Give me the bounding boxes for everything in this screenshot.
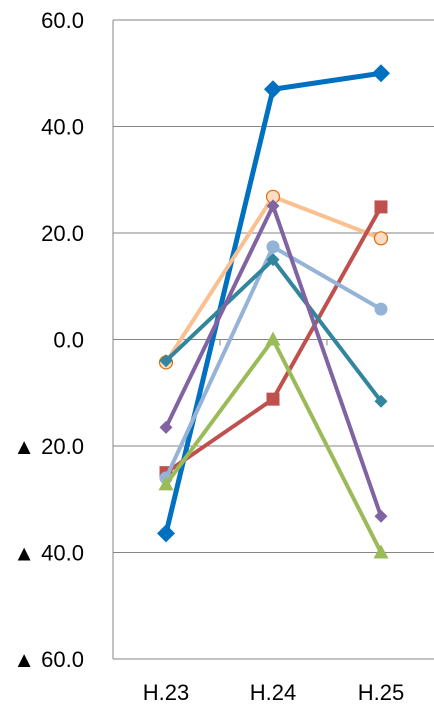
data-point: [374, 509, 388, 523]
data-point: [264, 80, 282, 99]
x-axis-tick-labels: H.23 H.24 H.25: [143, 680, 404, 705]
data-point: [374, 200, 388, 214]
grid-lines: [113, 19, 434, 660]
data-point: [159, 420, 173, 434]
data-point: [374, 394, 388, 408]
series-line-6: [159, 199, 388, 523]
data-point: [266, 253, 280, 267]
y-tick-label: ▲ 40.0: [13, 541, 84, 566]
series-line-1: [157, 64, 390, 543]
data-point: [159, 354, 173, 368]
y-tick-label: 60.0: [41, 8, 84, 33]
x-tick-label: H.23: [143, 680, 189, 705]
data-point: [265, 331, 281, 346]
data-point: [373, 544, 389, 559]
y-tick-label: 40.0: [41, 115, 84, 140]
data-point: [266, 199, 280, 213]
series-line-5: [159, 253, 388, 408]
y-tick-label: 0.0: [53, 328, 84, 353]
y-axis-tick-labels: 60.0 40.0 20.0 0.0 ▲ 20.0 ▲ 40.0 ▲ 60.0: [13, 8, 84, 672]
series-line: [163, 70, 384, 536]
data-point: [373, 231, 389, 246]
data-point: [372, 64, 390, 83]
axes: [112, 20, 328, 659]
y-tick-label: ▲ 20.0: [13, 434, 84, 459]
x-tick-label: H.24: [250, 680, 296, 705]
y-tick-label: 20.0: [41, 221, 84, 246]
data-point: [374, 302, 388, 316]
y-tick-label: ▲ 60.0: [13, 647, 84, 672]
x-tick-label: H.25: [358, 680, 404, 705]
series-line: [164, 257, 383, 404]
data-point: [266, 240, 280, 254]
series-group: [157, 64, 390, 559]
data-point: [158, 476, 174, 491]
data-point: [157, 524, 175, 543]
data-point: [266, 392, 280, 406]
series-line-7: [158, 331, 389, 559]
